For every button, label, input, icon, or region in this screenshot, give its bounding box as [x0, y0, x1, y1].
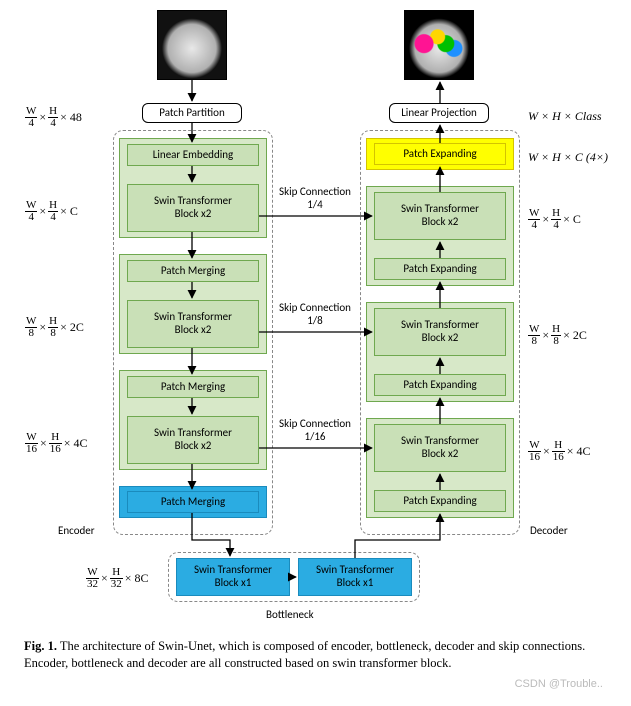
decoder-label: Decoder	[530, 524, 568, 537]
dim-right-0: W × H × Class	[528, 109, 602, 124]
skip-2-label: Skip Connection1/8	[275, 301, 355, 327]
patch-partition: Patch Partition	[142, 103, 242, 123]
input-ct-image	[157, 10, 227, 80]
dec-swin-1: Swin Transformer Block x2	[374, 192, 506, 240]
linear-embedding: Linear Embedding	[127, 144, 259, 166]
enc-swin-1: Swin Transformer Block x2	[127, 184, 259, 232]
skip-3-label: Skip Connection1/16	[275, 417, 355, 443]
bneck-swin-1: Swin Transformer Block x1	[176, 558, 290, 596]
dim-left-1: W4×H4× C	[25, 200, 80, 223]
patch-merging-3: Patch Merging	[127, 491, 259, 513]
dim-left-0: W4×H4× 48	[25, 106, 84, 129]
dim-left-3: W16×H16× 4C	[25, 432, 90, 455]
linear-projection: Linear Projection	[389, 103, 489, 123]
dec-swin-2: Swin Transformer Block x2	[374, 308, 506, 356]
dim-right-4: W16×H16× 4C	[528, 440, 593, 463]
enc-swin-3: Swin Transformer Block x2	[127, 416, 259, 464]
enc-swin-2: Swin Transformer Block x2	[127, 300, 259, 348]
patch-merging-2: Patch Merging	[127, 376, 259, 398]
skip-1-label: Skip Connection1/4	[275, 185, 355, 211]
bneck-swin-2: Swin Transformer Block x1	[298, 558, 412, 596]
dim-right-2: W4×H4× C	[528, 208, 583, 231]
patch-expanding-1: Patch Expanding	[374, 258, 506, 280]
dim-left-4: W32×H32× 8C	[86, 567, 151, 590]
patch-merging-1: Patch Merging	[127, 260, 259, 282]
patch-expanding-3: Patch Expanding	[374, 490, 506, 512]
dec-swin-3: Swin Transformer Block x2	[374, 424, 506, 472]
output-seg-image	[404, 10, 474, 80]
figure-caption: Fig. 1. The architecture of Swin-Unet, w…	[24, 638, 607, 672]
encoder-label: Encoder	[58, 524, 95, 537]
patch-expanding-top: Patch Expanding	[374, 143, 506, 165]
diagram-canvas: Patch Partition Linear Embedding Swin Tr…	[0, 0, 631, 706]
dim-right-3: W8×H8× 2C	[528, 324, 589, 347]
watermark: CSDN @Trouble..	[515, 678, 603, 690]
dim-left-2: W8×H8× 2C	[25, 316, 86, 339]
bottleneck-label: Bottleneck	[266, 608, 314, 621]
patch-expanding-2: Patch Expanding	[374, 374, 506, 396]
dim-right-1: W × H × C (4×)	[528, 150, 608, 165]
